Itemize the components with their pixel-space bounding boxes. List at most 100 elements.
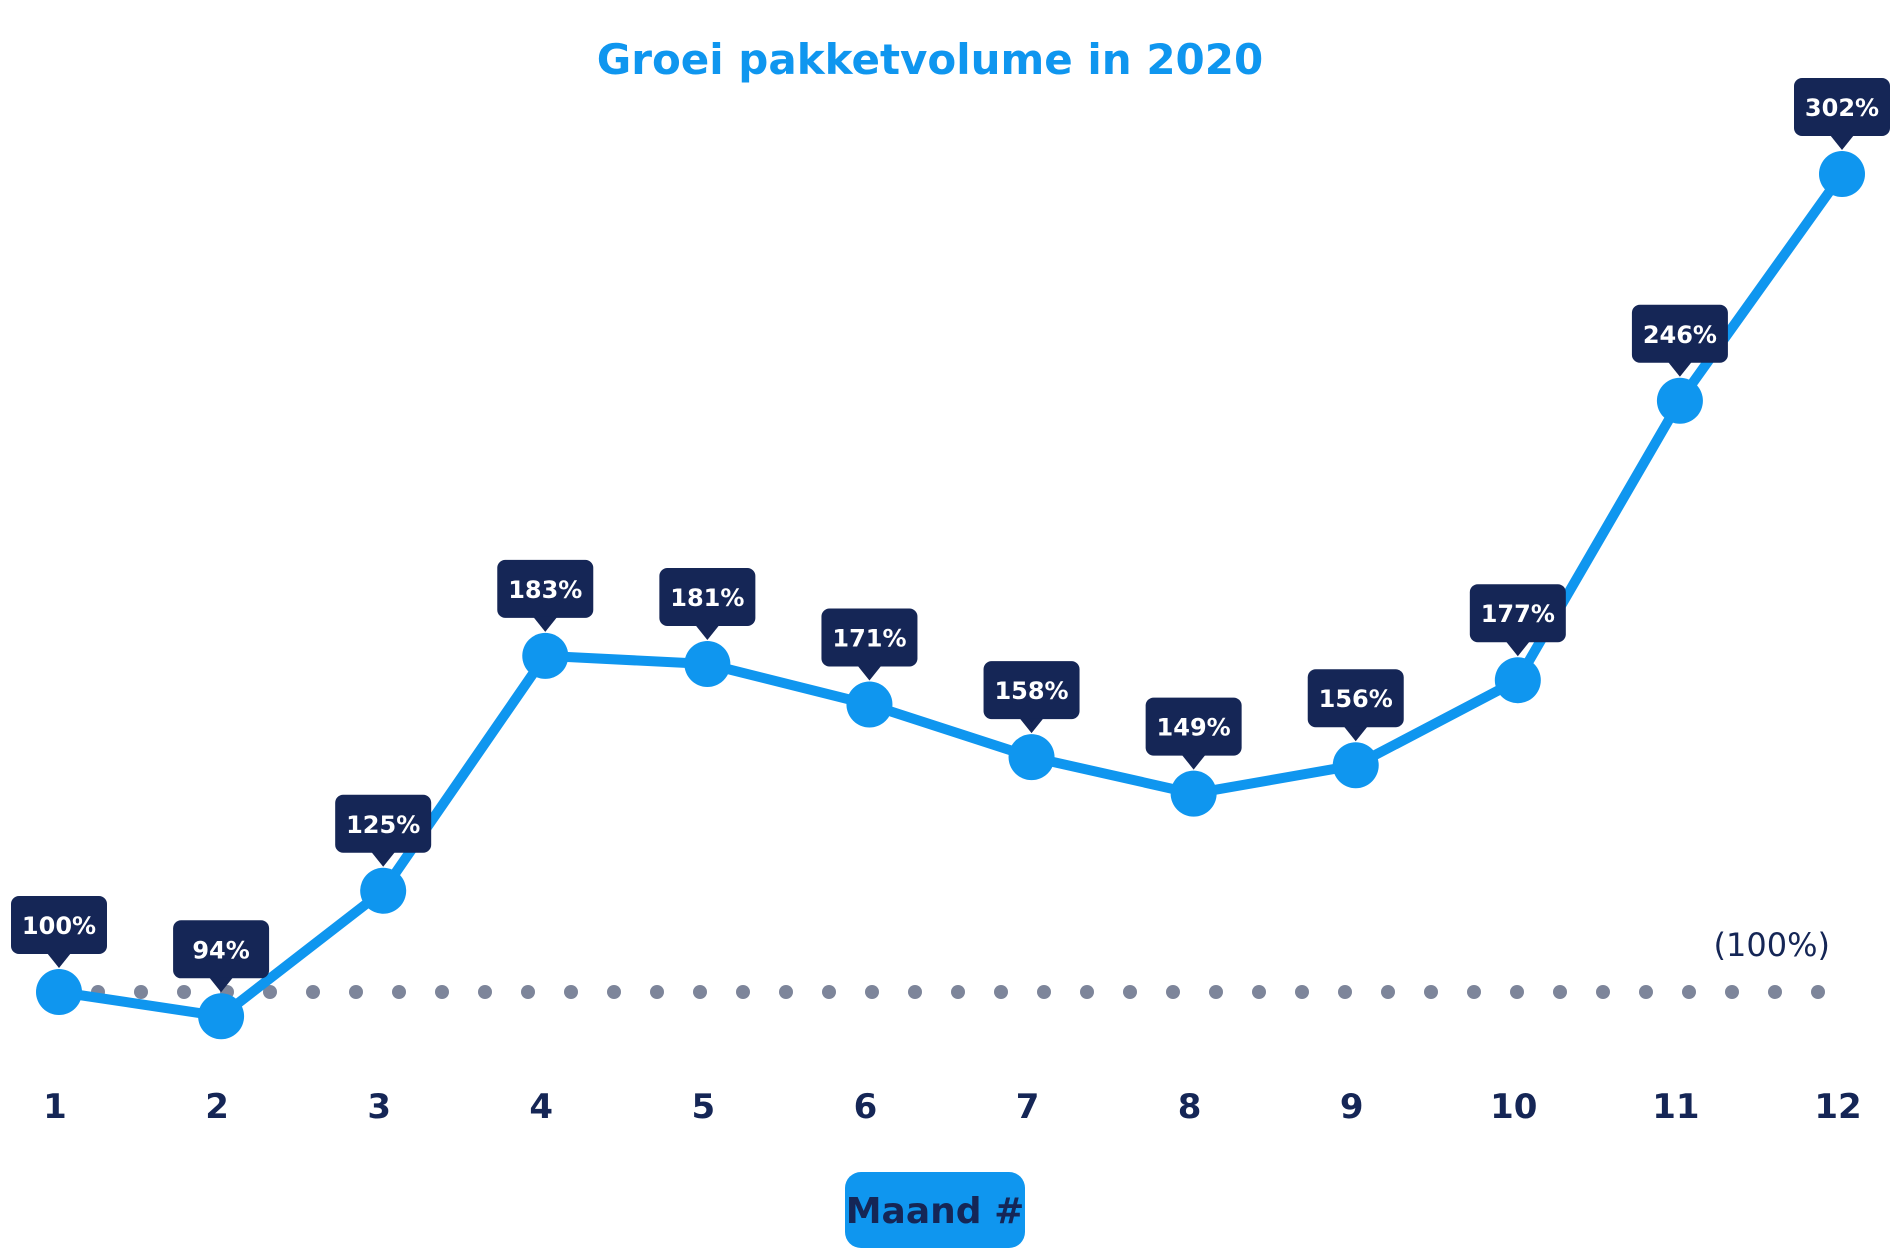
x-tick-label-10: 10 [1490, 1087, 1537, 1127]
data-point-5 [684, 640, 731, 687]
x-axis-label: Maand # [845, 1172, 1025, 1248]
data-label-text: 156% [1319, 685, 1393, 713]
reference-line-label: (100%) [1714, 926, 1830, 964]
data-label-5: 181% [659, 567, 756, 640]
data-label-box [659, 567, 756, 626]
data-label-12: 302% [1794, 78, 1890, 150]
data-label-pointer [857, 665, 882, 681]
data-point-10 [1494, 657, 1541, 704]
x-tick-label-11: 11 [1652, 1087, 1699, 1127]
reference-dot [134, 985, 148, 999]
data-label-box [1631, 304, 1728, 363]
data-label-text: 302% [1805, 94, 1879, 122]
x-tick-label-3: 3 [367, 1087, 391, 1127]
data-point-4 [522, 632, 569, 679]
data-label-box [821, 608, 918, 667]
reference-dot [306, 985, 320, 999]
data-label-box [1794, 78, 1890, 136]
data-point-1 [36, 969, 82, 1015]
data-label-3: 125% [335, 794, 432, 867]
data-point-6 [846, 681, 893, 728]
data-label-text: 125% [346, 811, 420, 839]
reference-dot [1725, 985, 1739, 999]
data-label-pointer [371, 851, 396, 867]
reference-dot [1166, 985, 1180, 999]
reference-line [91, 985, 1825, 999]
data-label-pointer [1181, 754, 1206, 770]
reference-dot [1768, 985, 1782, 999]
data-label-pointer [1019, 718, 1044, 734]
x-tick-label-2: 2 [205, 1087, 229, 1127]
x-tick-label-4: 4 [529, 1087, 553, 1127]
x-tick-label-6: 6 [854, 1087, 878, 1127]
data-point-11 [1656, 377, 1703, 424]
reference-dot [1811, 985, 1825, 999]
reference-dot [908, 985, 922, 999]
data-label-pointer [1505, 641, 1530, 657]
data-label-7: 158% [983, 661, 1080, 734]
data-label-pointer [47, 953, 71, 968]
data-label-text: 94% [192, 936, 249, 964]
reference-dot [1252, 985, 1266, 999]
data-point-9 [1332, 742, 1379, 789]
reference-dot [392, 985, 406, 999]
data-label-pointer [1830, 135, 1854, 150]
chart-title: Groei pakketvolume in 2020 [597, 35, 1263, 84]
data-points [36, 151, 1865, 1040]
data-label-box [1145, 697, 1242, 756]
reference-dot [1467, 985, 1481, 999]
reference-dot [1080, 985, 1094, 999]
series-line [54, 169, 1847, 1022]
reference-dot [951, 985, 965, 999]
data-label-box [983, 661, 1080, 720]
reference-dot [177, 985, 191, 999]
x-tick-label-7: 7 [1016, 1087, 1040, 1127]
data-label-text: 100% [22, 912, 96, 940]
data-label-pointer [695, 624, 720, 640]
data-label-2: 94% [173, 920, 270, 993]
data-label-11: 246% [1631, 304, 1728, 377]
data-label-10: 177% [1469, 584, 1566, 657]
x-tick-label-8: 8 [1178, 1087, 1202, 1127]
data-label-text: 181% [670, 584, 744, 612]
x-axis-label-box [845, 1172, 1025, 1248]
x-tick-label-5: 5 [692, 1087, 716, 1127]
data-label-text: 183% [508, 576, 582, 604]
reference-dot [736, 985, 750, 999]
data-label-6: 171% [821, 608, 918, 681]
reference-dot [349, 985, 363, 999]
reference-dot [607, 985, 621, 999]
data-label-text: 246% [1643, 321, 1717, 349]
reference-dot [1639, 985, 1653, 999]
reference-dot [564, 985, 578, 999]
x-axis-ticks: 1 2 3 4 5 6 7 8 9 10 11 12 [43, 1087, 1862, 1127]
data-label-box [1469, 584, 1566, 643]
reference-dot [1381, 985, 1395, 999]
data-labels: 100% 94% 125% 183% 181% 171% 158% 149% 156% 177% 2… [11, 78, 1890, 993]
data-point-8 [1170, 770, 1217, 817]
data-label-pointer [209, 977, 234, 993]
reference-dot [435, 985, 449, 999]
reference-dot [263, 985, 277, 999]
data-label-box [1307, 669, 1404, 728]
data-label-box [11, 896, 107, 954]
data-label-box [497, 559, 594, 618]
reference-dot [779, 985, 793, 999]
data-label-9: 156% [1307, 669, 1404, 742]
reference-dot [1682, 985, 1696, 999]
reference-dot [1037, 985, 1051, 999]
data-label-text: 158% [994, 677, 1068, 705]
reference-dot [1209, 985, 1223, 999]
reference-dot [650, 985, 664, 999]
x-tick-label-12: 12 [1814, 1087, 1861, 1127]
x-axis-label-text: Maand # [846, 1191, 1025, 1232]
reference-dot [1553, 985, 1567, 999]
data-label-1: 100% [11, 896, 107, 968]
reference-dot [1510, 985, 1524, 999]
data-label-text: 149% [1157, 714, 1231, 742]
reference-dot [1338, 985, 1352, 999]
reference-dot [478, 985, 492, 999]
data-label-text: 171% [832, 624, 906, 652]
data-label-box [335, 794, 432, 853]
